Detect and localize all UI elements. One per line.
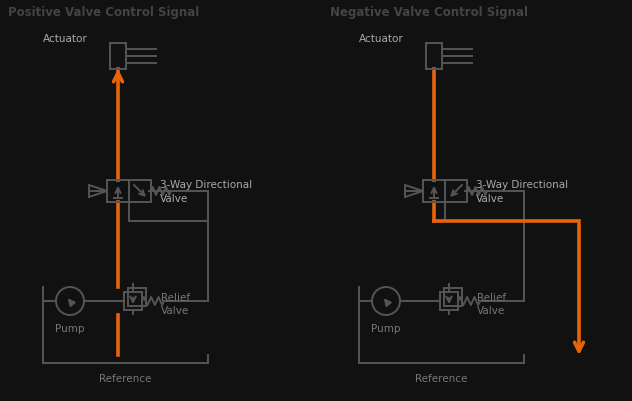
Bar xyxy=(445,180,467,203)
Text: Valve: Valve xyxy=(477,305,505,315)
Bar xyxy=(107,180,129,203)
Text: Valve: Valve xyxy=(476,194,504,203)
Text: 3-Way Directional: 3-Way Directional xyxy=(160,180,252,190)
Text: Negative Valve Control Signal: Negative Valve Control Signal xyxy=(330,6,528,19)
Text: Positive Valve Control Signal: Positive Valve Control Signal xyxy=(8,6,199,19)
Text: Valve: Valve xyxy=(161,305,189,315)
Bar xyxy=(426,44,442,70)
Bar xyxy=(444,288,462,306)
Bar xyxy=(124,292,142,310)
Text: Actuator: Actuator xyxy=(359,34,404,44)
Bar xyxy=(110,44,126,70)
Text: Reference: Reference xyxy=(99,373,152,383)
Text: 3-Way Directional: 3-Way Directional xyxy=(476,180,568,190)
Text: Relief: Relief xyxy=(161,292,190,302)
Bar xyxy=(423,180,445,203)
Text: Actuator: Actuator xyxy=(43,34,88,44)
Text: Pump: Pump xyxy=(55,323,85,333)
Bar xyxy=(129,180,151,203)
Text: Valve: Valve xyxy=(160,194,188,203)
Text: Relief: Relief xyxy=(477,292,506,302)
Bar xyxy=(440,292,458,310)
Text: Pump: Pump xyxy=(371,323,401,333)
Text: Reference: Reference xyxy=(415,373,468,383)
Bar xyxy=(128,288,146,306)
